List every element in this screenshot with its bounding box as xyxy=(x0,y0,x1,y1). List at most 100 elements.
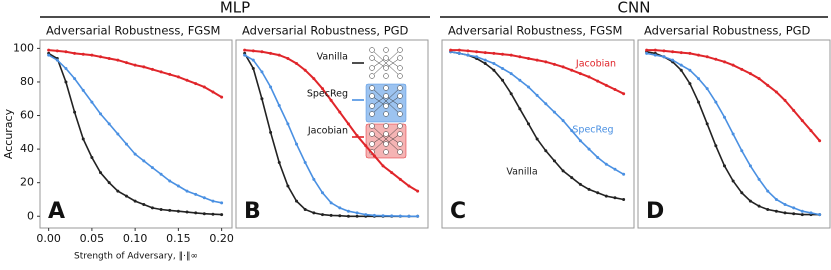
curve-label: Vanilla xyxy=(506,167,537,178)
data-point xyxy=(64,50,68,54)
data-point xyxy=(457,51,461,55)
data-point xyxy=(518,55,522,59)
data-point xyxy=(81,137,85,141)
data-point xyxy=(329,201,333,205)
data-point xyxy=(168,72,172,76)
data-point xyxy=(220,95,224,99)
data-point xyxy=(329,98,333,102)
data-point xyxy=(535,93,539,97)
data-point xyxy=(416,189,420,193)
data-point xyxy=(748,164,752,168)
y-tick-label: 0 xyxy=(27,209,34,222)
x-tick-label: 0.10 xyxy=(123,232,148,245)
data-point xyxy=(578,139,582,143)
data-point xyxy=(818,139,822,143)
data-point xyxy=(116,132,120,136)
data-point xyxy=(613,196,617,200)
data-point xyxy=(705,122,709,126)
data-point xyxy=(159,208,163,212)
x-tick-label: 0.05 xyxy=(80,232,105,245)
data-point xyxy=(124,142,128,146)
data-point xyxy=(492,51,496,55)
data-point xyxy=(544,60,548,64)
data-point xyxy=(133,63,137,67)
data-point xyxy=(679,63,683,67)
panel-title: Adversarial Robustness, FGSM xyxy=(46,24,220,38)
data-point xyxy=(766,208,770,212)
data-point xyxy=(570,176,574,180)
data-point xyxy=(295,199,299,203)
panel-label: A xyxy=(48,199,65,224)
data-point xyxy=(561,169,565,173)
data-point xyxy=(338,110,342,114)
data-point xyxy=(740,67,744,71)
plot-frame xyxy=(39,39,233,229)
y-tick-label: 100 xyxy=(13,41,34,54)
data-point xyxy=(364,144,368,148)
data-point xyxy=(526,122,530,126)
data-point xyxy=(645,51,649,55)
data-point xyxy=(509,92,513,96)
x-tick-label: 0.15 xyxy=(166,232,191,245)
data-point xyxy=(740,149,744,153)
data-point xyxy=(295,142,299,146)
data-point xyxy=(355,211,359,215)
data-point xyxy=(697,53,701,57)
data-point xyxy=(81,52,85,56)
data-point xyxy=(449,48,453,52)
data-point xyxy=(338,214,342,218)
data-point xyxy=(671,50,675,54)
data-point xyxy=(722,164,726,168)
panel-title: Adversarial Robustness, PGD xyxy=(242,24,409,38)
data-point xyxy=(176,209,180,213)
data-point xyxy=(185,210,189,214)
data-point xyxy=(346,209,350,213)
x-axis-label: Strength of Adversary, ‖·‖∞ xyxy=(74,252,198,262)
legend-label: Jacobian xyxy=(307,126,348,137)
data-point xyxy=(757,77,761,81)
data-point xyxy=(202,85,206,89)
data-point xyxy=(355,214,359,218)
data-point xyxy=(526,85,530,89)
data-point xyxy=(501,78,505,82)
data-point xyxy=(211,90,215,94)
data-point xyxy=(800,119,804,123)
data-point xyxy=(570,68,574,72)
data-point xyxy=(596,156,600,159)
data-point xyxy=(766,83,770,87)
data-point xyxy=(535,58,539,62)
data-point xyxy=(320,191,324,195)
data-point xyxy=(303,161,307,165)
data-point xyxy=(731,63,735,67)
data-point xyxy=(150,67,154,71)
data-point xyxy=(509,53,513,57)
data-point xyxy=(740,191,744,195)
data-point xyxy=(251,67,255,71)
data-point xyxy=(372,213,376,217)
data-point xyxy=(526,56,530,60)
data-point xyxy=(714,144,718,148)
data-point xyxy=(731,179,735,183)
data-point xyxy=(792,212,796,216)
data-point xyxy=(398,214,402,218)
plot-frame xyxy=(441,39,635,229)
data-point xyxy=(535,137,539,141)
data-point xyxy=(202,212,206,216)
data-point xyxy=(64,80,68,84)
data-point xyxy=(714,100,718,104)
data-point xyxy=(260,70,264,74)
plot-frame xyxy=(235,39,429,229)
data-point xyxy=(390,214,394,218)
data-point xyxy=(286,122,290,126)
data-point xyxy=(194,192,198,196)
data-point xyxy=(783,203,787,206)
data-point xyxy=(662,49,666,53)
data-point xyxy=(260,97,264,101)
data-point xyxy=(64,67,68,71)
data-point xyxy=(518,78,522,82)
data-point xyxy=(47,48,51,52)
data-point xyxy=(142,65,146,69)
data-point xyxy=(757,177,761,181)
group-title: CNN xyxy=(618,0,651,17)
data-point xyxy=(107,56,111,60)
